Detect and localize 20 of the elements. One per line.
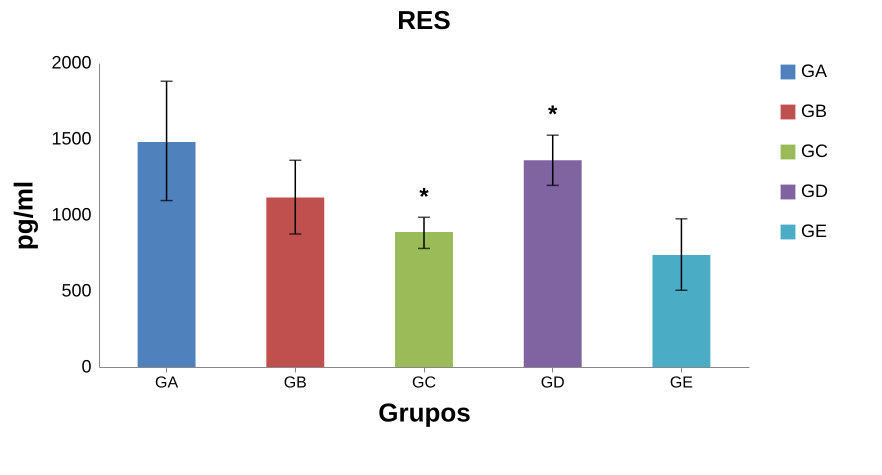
y-tick-label: 1000	[51, 204, 92, 224]
x-tick-label: GD	[540, 374, 565, 392]
x-tick-label: GE	[670, 374, 693, 392]
chart-title: RES	[397, 5, 451, 35]
annotation: *	[548, 101, 558, 128]
y-tick-label: 1500	[51, 128, 92, 148]
annotation: *	[419, 183, 430, 210]
y-tick-label: 2000	[51, 52, 92, 72]
y-axis-title: pg/ml	[8, 180, 38, 250]
legend-label: GC	[801, 141, 828, 161]
legend-label: GD	[801, 181, 828, 201]
legend-label: GA	[801, 61, 828, 81]
x-tick-label: GB	[284, 374, 307, 392]
legend-label: GE	[801, 221, 828, 241]
y-tick-label: 0	[81, 356, 92, 376]
legend-label: GB	[801, 101, 828, 121]
x-tick-label: GC	[412, 374, 436, 392]
x-tick-label: GA	[155, 374, 178, 392]
x-axis-title: Grupos	[378, 398, 471, 428]
y-tick-label: 500	[61, 280, 92, 300]
